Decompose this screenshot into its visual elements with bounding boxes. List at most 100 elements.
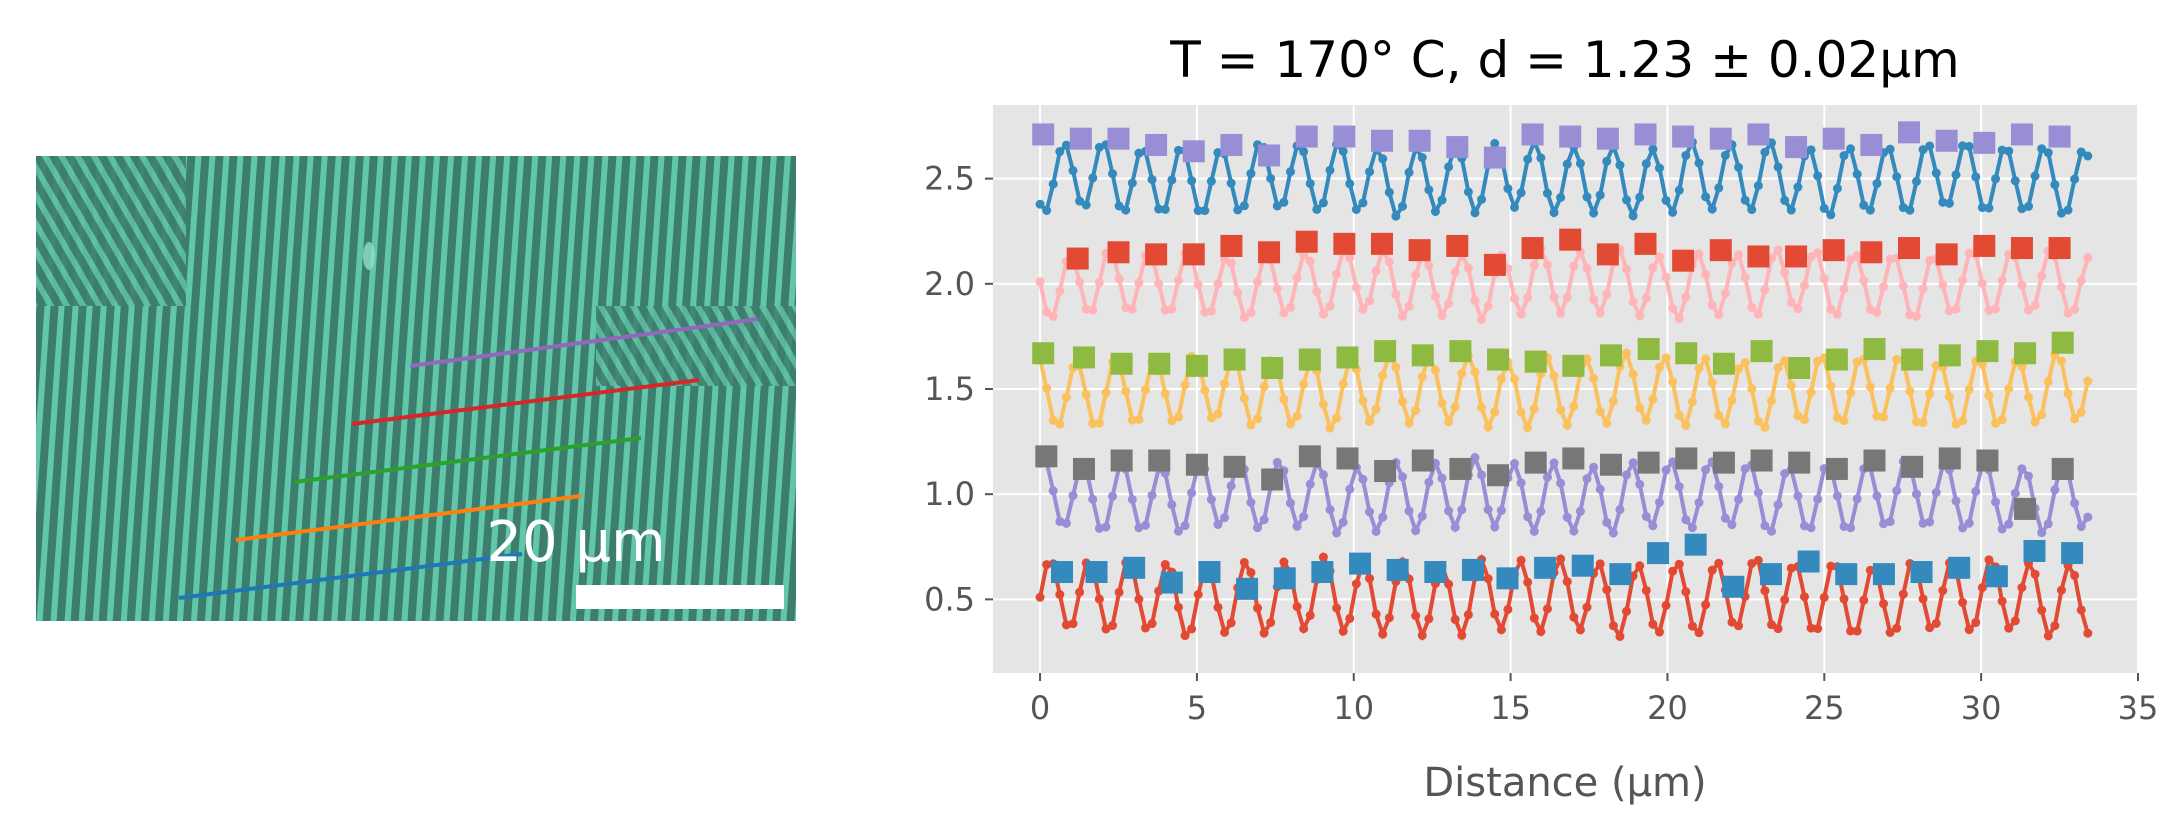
profile-point: [1378, 629, 1388, 639]
profile-point: [1371, 266, 1381, 276]
profile-point: [1556, 308, 1566, 318]
profile-point: [1582, 192, 1592, 202]
profile-point: [2083, 376, 2093, 386]
profile-point: [1450, 614, 1460, 624]
peak-marker: [1634, 123, 1657, 146]
peak-marker: [1185, 354, 1208, 377]
profile-point: [1318, 198, 1328, 208]
profile-point: [1154, 204, 1164, 214]
profile-point: [1424, 260, 1434, 270]
profile-point: [1358, 304, 1368, 314]
profile-point: [1549, 292, 1559, 302]
profile-point: [1806, 623, 1816, 633]
profile-point: [1226, 481, 1236, 491]
profile-point: [1753, 181, 1763, 191]
series-2: [1035, 445, 2093, 538]
profile-point: [1892, 486, 1902, 496]
profile-point: [1253, 414, 1263, 424]
peak-marker: [1750, 449, 1773, 472]
profile-point: [2076, 407, 2086, 417]
x-tick-label: 35: [2118, 689, 2159, 727]
profile-point: [1318, 470, 1328, 480]
profile-point: [1463, 187, 1473, 197]
profile-point: [1852, 251, 1862, 261]
profile-line-5: [409, 317, 759, 368]
profile-point: [1674, 482, 1684, 492]
profile-point: [2004, 146, 2014, 156]
profile-point: [1239, 557, 1249, 567]
profile-point: [1220, 513, 1230, 523]
peak-marker: [1220, 133, 1243, 156]
profile-point: [1556, 405, 1566, 415]
profile-point: [1714, 410, 1724, 420]
profile-point: [1424, 614, 1434, 624]
profile-point: [1542, 260, 1552, 270]
peak-marker: [1562, 354, 1585, 377]
profile-point: [1839, 151, 1849, 161]
profile-point: [1411, 405, 1421, 415]
profile-point: [1714, 481, 1724, 491]
profile-point: [1068, 166, 1078, 176]
peak-marker: [1185, 453, 1208, 476]
y-tick-label: 2.0: [924, 265, 975, 303]
profile-point: [2017, 280, 2027, 290]
profile-point: [1773, 162, 1783, 172]
profile-point: [1338, 146, 1348, 156]
x-tick-label: 5: [1187, 689, 1207, 727]
peak-marker: [1973, 131, 1996, 154]
profile-point: [1819, 274, 1829, 284]
profile-point: [1154, 279, 1164, 289]
profile-point: [1206, 306, 1216, 316]
profile-point: [2024, 305, 2034, 315]
profile-point: [2017, 464, 2027, 474]
x-axis-ticks: 0 5 10 15 20 25 30 35: [1030, 673, 2158, 727]
peak-marker: [1446, 234, 1469, 257]
profile-point: [1483, 301, 1493, 311]
profile-point: [2050, 621, 2060, 631]
profile-point: [1753, 488, 1763, 498]
peak-marker: [1788, 451, 1811, 474]
profile-point: [2076, 147, 2086, 157]
peak-marker: [1534, 556, 1557, 579]
profile-point: [2070, 414, 2080, 424]
profile-point: [1516, 309, 1526, 319]
profile-point: [1879, 412, 1889, 422]
peak-marker: [1107, 241, 1130, 264]
peak-marker: [1521, 123, 1544, 146]
peak-marker: [1722, 575, 1745, 598]
profile-point: [1351, 204, 1361, 214]
profile-point: [1622, 264, 1632, 274]
profile-point: [1292, 521, 1302, 531]
peak-marker: [1684, 533, 1707, 556]
profile-point: [1832, 309, 1842, 319]
profile-point: [1213, 520, 1223, 530]
peak-marker: [1747, 123, 1770, 146]
x-tick-label: 15: [1490, 689, 1531, 727]
profile-point: [1819, 203, 1829, 213]
profile-point: [1622, 348, 1632, 358]
profile-point: [1299, 379, 1309, 389]
peak-marker: [1374, 340, 1397, 363]
profile-point: [1589, 208, 1599, 218]
profile-point: [1760, 521, 1770, 531]
profile-point: [1226, 178, 1236, 188]
profile-point: [1734, 621, 1744, 631]
profile-point: [1173, 602, 1183, 612]
profile-point: [1411, 526, 1421, 536]
profile-point: [1767, 526, 1777, 536]
profile-point: [1332, 413, 1342, 423]
profile-point: [1918, 418, 1928, 428]
profile-point: [1490, 407, 1500, 417]
profile-point: [1918, 594, 1928, 604]
peak-marker: [1258, 144, 1281, 167]
profile-point: [1477, 470, 1487, 480]
profile-point: [1127, 178, 1137, 188]
profile-point: [1042, 383, 1052, 393]
profile-point: [1167, 416, 1177, 426]
profile-point: [1925, 623, 1935, 633]
peak-marker: [2023, 539, 2046, 562]
profile-point: [2030, 171, 2040, 181]
profile-point: [1430, 291, 1440, 301]
profile-point: [1417, 372, 1427, 382]
profile-point: [1740, 464, 1750, 474]
